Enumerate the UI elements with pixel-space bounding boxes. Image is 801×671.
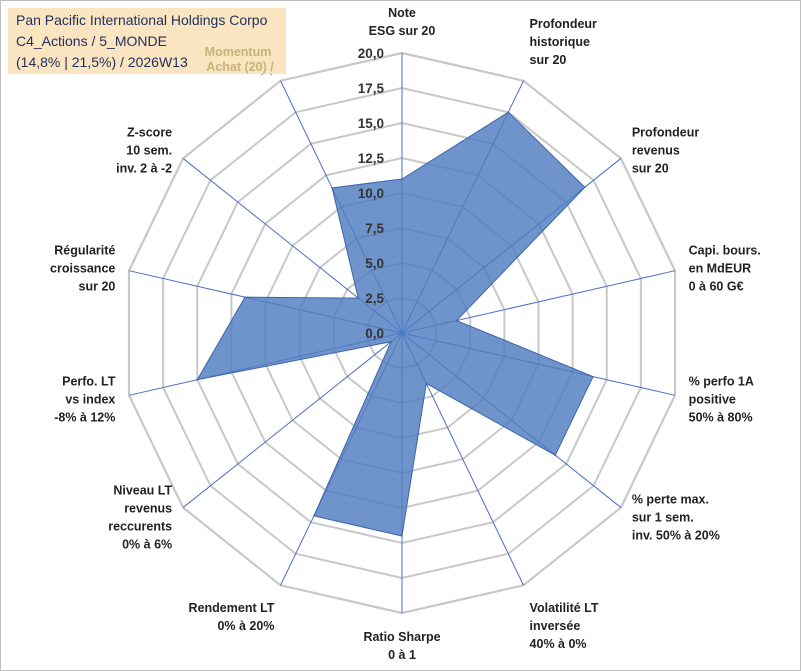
- axis-label-line: Profondeur: [632, 126, 699, 140]
- axis-label: Profondeur historique sur 20: [530, 17, 597, 67]
- axis-label-line: 50% à 80%: [689, 410, 753, 424]
- tick-label: 7,5: [365, 221, 384, 236]
- tick-label: 0,0: [365, 326, 384, 341]
- axis-label-line: -8% à 12%: [54, 410, 115, 424]
- axis-label: Perfo. LT vs index -8% à 12%: [54, 374, 116, 424]
- axis-label: Volatilité LT inversée 40% à 0%: [530, 601, 599, 651]
- data-point: [401, 535, 403, 537]
- chart-title: Pan Pacific International Holdings Corpo: [16, 12, 268, 28]
- axis-label: Capi. bours. en MdEUR 0 à 60 G€: [689, 244, 761, 294]
- axis-label-line: inv. 2 à -2: [116, 162, 172, 176]
- chart-subtitle-category: C4_Actions / 5_MONDE: [16, 33, 167, 49]
- data-point: [455, 319, 458, 322]
- axis-label: Niveau LT revenus reccurents 0% à 6%: [108, 483, 172, 551]
- axis-label-line: en MdEUR: [689, 262, 752, 276]
- tick-layer: 0,0 2,5 5,0 7,5 10,0 12,5 15,0 17,5 20,0: [358, 46, 385, 341]
- tick-label: 20,0: [358, 46, 384, 61]
- data-point: [357, 297, 360, 299]
- axis-label-line: 40% à 0%: [530, 637, 587, 651]
- tick-label: 5,0: [365, 256, 384, 271]
- axis-label-line: sur 20: [632, 162, 669, 176]
- axis-label: Régularité croissance sur 20: [50, 244, 115, 294]
- data-point: [507, 111, 510, 114]
- axis-label-line: 0 à 1: [388, 648, 416, 662]
- axis-label-line: inv. 50% à 20%: [632, 528, 720, 542]
- tick-label: 10,0: [358, 186, 384, 201]
- axis-label-line: Note: [388, 6, 416, 20]
- axis-label: Z-score 10 sem. inv. 2 à -2: [116, 126, 172, 176]
- axis-label-line: croissance: [50, 262, 115, 276]
- axis-label-line: % perfo 1A: [689, 374, 754, 388]
- title-box: Pan Pacific International Holdings Corpo…: [8, 8, 286, 74]
- axis-label-line: Niveau LT: [113, 483, 172, 497]
- data-point: [554, 454, 557, 457]
- chart-subtitle-period: (14,8% | 21,5%) / 2026W13: [16, 54, 188, 70]
- data-point: [331, 187, 333, 189]
- axis-label: Note ESG sur 20: [369, 6, 436, 38]
- axis-label-line: inversée: [530, 619, 581, 633]
- axis-label: Profondeur revenus sur 20: [632, 126, 699, 176]
- axis-label-line: 0% à 6%: [122, 537, 172, 551]
- data-point: [390, 340, 392, 343]
- axis-label-line: 0 à 60 G€: [689, 280, 744, 294]
- axis-label-line: reccurents: [108, 519, 172, 533]
- axis-label-line: sur 1 sem.: [632, 510, 694, 524]
- axis-label-line: vs index: [65, 392, 115, 406]
- axis-label-line: sur 20: [79, 280, 116, 294]
- axis-label-line: revenus: [124, 501, 172, 515]
- axis-label-line: historique: [530, 35, 590, 49]
- data-point: [401, 178, 403, 180]
- axis-label-line: sur 20: [530, 53, 567, 67]
- axis-label-line: Volatilité LT: [530, 601, 599, 615]
- axis-label-line: Profondeur: [530, 17, 597, 31]
- axis-label: Rendement LT 0% à 20%: [189, 601, 275, 633]
- axis-label-line: Rendement LT: [189, 601, 275, 615]
- axis-label-line: Ratio Sharpe: [363, 630, 440, 644]
- axis-label-line: positive: [689, 392, 736, 406]
- axis-label: Ratio Sharpe 0 à 1: [363, 630, 440, 662]
- tick-label: 15,0: [358, 116, 384, 131]
- series-layer: [196, 111, 594, 537]
- axis-label-line: Capi. bours.: [689, 244, 761, 258]
- tick-label: 17,5: [358, 81, 385, 96]
- tick-label: 12,5: [358, 151, 385, 166]
- axis-label-line: 0% à 20%: [217, 619, 274, 633]
- axis-label-line: revenus: [632, 144, 680, 158]
- axis-label-line: 10 sem.: [126, 144, 172, 158]
- data-series-area: [196, 111, 594, 537]
- axis-spoke: [182, 332, 403, 508]
- data-point: [583, 186, 586, 189]
- tick-label: 2,5: [365, 291, 384, 306]
- data-point: [244, 296, 246, 298]
- axis-label-line: Z-score: [127, 126, 172, 140]
- data-point: [592, 375, 594, 378]
- axis-label: % perte max. sur 1 sem. inv. 50% à 20%: [632, 492, 720, 542]
- axis-label-line: ESG sur 20: [369, 24, 436, 38]
- axis-label-line: Perfo. LT: [62, 374, 116, 388]
- axis-label-line: % perte max.: [632, 492, 709, 506]
- data-point: [313, 515, 315, 517]
- data-point: [196, 378, 199, 381]
- axis-label-line: Régularité: [54, 244, 115, 258]
- axis-label: % perfo 1A positive 50% à 80%: [689, 374, 754, 424]
- data-point: [425, 382, 428, 385]
